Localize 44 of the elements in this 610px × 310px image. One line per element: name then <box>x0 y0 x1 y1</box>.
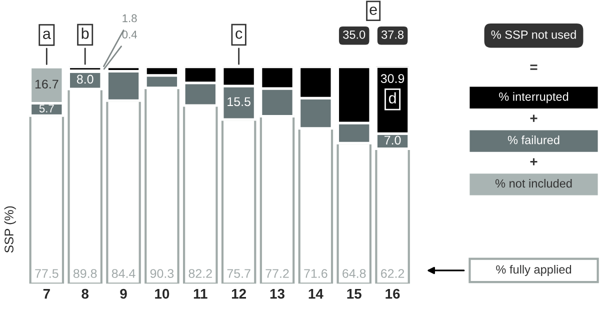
text: e <box>370 6 377 15</box>
data-label: 1.8 <box>122 14 137 22</box>
x-tick-label: 8 <box>82 288 89 299</box>
x-tick-label: 13 <box>270 288 284 299</box>
text: 37.8 <box>382 30 404 39</box>
data-label: 89.8 <box>73 269 97 278</box>
x-tick-label: 9 <box>120 288 127 299</box>
data-label: 77.2 <box>266 269 289 278</box>
text: % not included <box>495 178 572 188</box>
data-label: 82.2 <box>188 269 212 278</box>
data-label: 71.6 <box>304 269 328 278</box>
text: 35.0 <box>343 30 366 39</box>
data-label: 62.2 <box>381 269 404 278</box>
data-label: 7.0 <box>384 136 401 145</box>
data-label: 77.5 <box>35 269 58 278</box>
data-label: 5.7 <box>39 104 54 112</box>
x-tick-label: 15 <box>347 289 362 299</box>
x-tick-label: 10 <box>155 288 170 299</box>
annotation: a <box>43 30 51 40</box>
data-label: 84.4 <box>112 269 136 278</box>
annotation: c <box>236 30 242 39</box>
text: + <box>530 114 538 122</box>
data-label: 8.0 <box>76 74 94 84</box>
data-label: 64.8 <box>342 269 366 278</box>
data-label: 90.3 <box>150 269 174 278</box>
x-tick-label: 12 <box>232 288 246 299</box>
x-tick-label: 7 <box>43 289 50 299</box>
text: % SSP not used <box>491 30 576 39</box>
x-tick-label: 14 <box>308 289 324 299</box>
annotation: b <box>82 28 89 39</box>
data-label: 15.5 <box>228 97 250 106</box>
y-axis-title: SSP (%) <box>4 206 16 253</box>
annotation: d <box>388 92 396 104</box>
data-label: 0.4 <box>122 30 137 38</box>
data-label: 16.7 <box>35 80 58 89</box>
x-tick-label: 11 <box>194 289 208 299</box>
data-label: 30.9 <box>380 74 404 84</box>
text: % failured <box>508 136 560 144</box>
text: + <box>530 158 538 166</box>
text: % fully applied <box>496 264 572 276</box>
text: = <box>530 64 538 70</box>
text: % interrupted <box>499 92 568 104</box>
data-label: 75.7 <box>227 269 250 278</box>
x-tick-label: 16 <box>386 288 400 299</box>
